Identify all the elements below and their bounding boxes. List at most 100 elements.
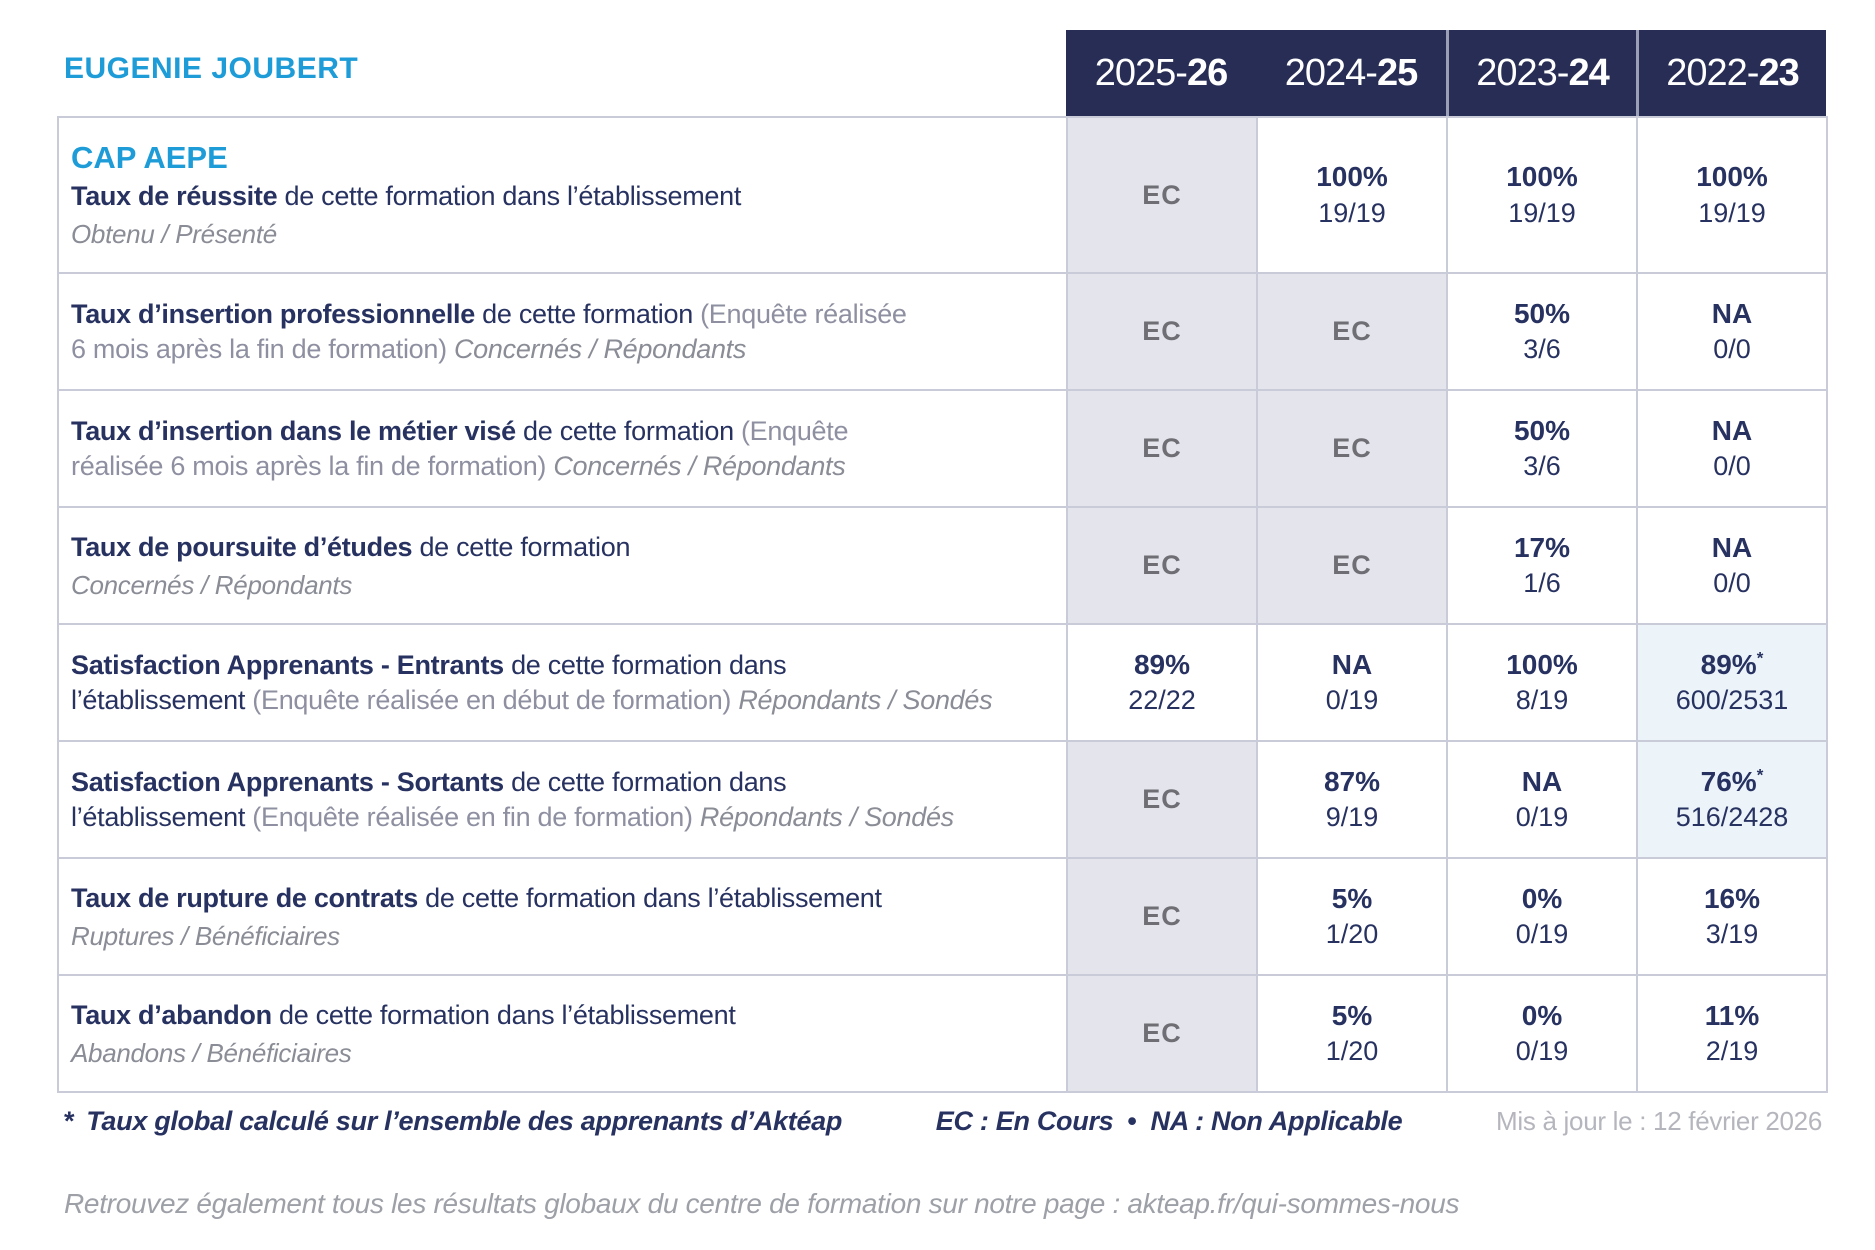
metric-label-cell: Satisfaction Apprenants - Entrants de ce… — [59, 625, 1066, 740]
metric-heading: Taux d’insertion professionnelle de cett… — [71, 297, 1048, 366]
asterisk-marker: * — [1756, 648, 1764, 668]
metric-heading-segment: Répondants / Sondés — [699, 801, 954, 832]
metric-subline: Abandons / Bénéficiaires — [71, 1037, 352, 1068]
percentage-value: 50% — [1513, 297, 1571, 329]
value-cell: 0% 0/19 — [1446, 859, 1636, 974]
value-cell: 76%* 516/2428 — [1636, 742, 1826, 857]
percentage-value: NA — [1711, 297, 1753, 329]
ec-value: EC — [1142, 433, 1182, 463]
value-cell: 5% 1/20 — [1256, 859, 1446, 974]
percentage-value: NA — [1711, 531, 1753, 563]
percentage-value: 89%* — [1700, 648, 1764, 680]
ec-value: EC — [1142, 901, 1182, 931]
fraction-value: 0/19 — [1515, 1036, 1569, 1067]
percentage-value: 100% — [1696, 161, 1768, 193]
fraction-value: 600/2531 — [1675, 685, 1789, 716]
results-table: CAP AEPE Taux de réussite de cette format… — [57, 116, 1828, 1093]
metric-heading-segment: (Enquête réalisée en fin de formation) — [252, 801, 700, 832]
metric-heading-segment: de cette formation dans l’établissement — [271, 1000, 736, 1031]
fraction-value: 0/0 — [1713, 334, 1751, 365]
legend-bullet: • — [1127, 1106, 1137, 1136]
fraction-value: 1/20 — [1325, 1036, 1379, 1067]
table-row: CAP AEPE Taux de réussite de cette format… — [59, 118, 1826, 272]
year-header-2022-23: 2022- 23 — [1636, 30, 1826, 116]
page-title: EUGENIE JOUBERT — [64, 52, 359, 85]
metric-heading-segment: Concernés / Répondants — [553, 450, 846, 481]
footnote-row: * Taux global calculé sur l’ensemble des … — [64, 1106, 1822, 1137]
value-cell: NA 0/0 — [1636, 274, 1826, 389]
metric-heading-segment: (Enquête réalisée en début de formation) — [252, 684, 739, 715]
percentage-value: 100% — [1506, 161, 1578, 193]
ec-value: EC — [1142, 316, 1182, 346]
percentage-value: 17% — [1513, 531, 1571, 563]
percentage-value: 11% — [1704, 999, 1760, 1031]
value-cell: NA 0/19 — [1256, 625, 1446, 740]
metric-label-cell: Taux de rupture de contrats de cette for… — [59, 859, 1066, 974]
year-header-2023-24: 2023- 24 — [1446, 30, 1636, 116]
table-row: Satisfaction Apprenants - Sortants de ce… — [59, 740, 1826, 857]
value-cell: 17% 1/6 — [1446, 508, 1636, 623]
value-cell: 5% 1/20 — [1256, 976, 1446, 1091]
metric-heading: Taux de réussite de cette formation dans… — [71, 179, 1048, 214]
percentage-value: 0% — [1521, 882, 1563, 914]
percentage-value: 16% — [1703, 882, 1761, 914]
fraction-value: 0/0 — [1713, 451, 1751, 482]
updated-date: Mis à jour le : 12 février 2026 — [1496, 1106, 1822, 1136]
metric-heading-segment: l’établissement — [71, 684, 253, 715]
value-cell: 0% 0/19 — [1446, 976, 1636, 1091]
ec-value: EC — [1142, 1018, 1182, 1048]
metric-heading-segment: de cette formation — [474, 298, 701, 329]
metric-heading: Satisfaction Apprenants - Entrants de ce… — [71, 648, 1048, 717]
footnote: * Taux global calculé sur l’ensemble des … — [64, 1106, 842, 1137]
ec-value: EC — [1332, 550, 1372, 580]
metric-label-cell: Taux d’abandon de cette formation dans l… — [59, 976, 1066, 1091]
year-header-2024-25: 2024- 25 — [1256, 30, 1446, 116]
value-cell: NA 0/0 — [1636, 391, 1826, 506]
metric-heading-segment: Taux de réussite — [71, 181, 278, 212]
metric-heading: Taux d’abandon de cette formation dans l… — [71, 998, 1048, 1033]
metric-subline: Concernés / Répondants — [71, 569, 353, 600]
ec-value: EC — [1332, 316, 1372, 346]
fraction-value: 19/19 — [1698, 197, 1766, 228]
ec-cell: EC — [1066, 118, 1256, 272]
ec-cell: EC — [1066, 976, 1256, 1091]
metric-heading-segment: de cette formation dans — [503, 649, 787, 680]
percentage-value: 100% — [1506, 648, 1578, 680]
metric-heading-segment: de cette formation — [412, 532, 631, 563]
table-row: Taux d’insertion professionnelle de cett… — [59, 272, 1826, 389]
metric-label-cell: Satisfaction Apprenants - Sortants de ce… — [59, 742, 1066, 857]
table-row: Satisfaction Apprenants - Entrants de ce… — [59, 623, 1826, 740]
fraction-value: 9/19 — [1325, 802, 1379, 833]
percentage-value: 50% — [1513, 414, 1571, 446]
percentage-value: 0% — [1521, 999, 1563, 1031]
percentage-value: 5% — [1331, 882, 1373, 914]
metric-heading: Taux de rupture de contrats de cette for… — [71, 881, 1048, 916]
fraction-value: 3/6 — [1523, 334, 1561, 365]
ec-value: EC — [1142, 784, 1182, 814]
legend-ec: EC : En Cours — [935, 1106, 1114, 1136]
ec-cell: EC — [1066, 859, 1256, 974]
metric-heading-segment: Taux d’abandon — [71, 1000, 272, 1031]
value-cell: 11% 2/19 — [1636, 976, 1826, 1091]
fraction-value: 19/19 — [1318, 197, 1386, 228]
ec-cell: EC — [1256, 274, 1446, 389]
ec-cell: EC — [1066, 274, 1256, 389]
value-cell: 50% 3/6 — [1446, 274, 1636, 389]
metric-heading-segment: Taux de poursuite d’études — [71, 532, 413, 563]
value-cell: 100% 19/19 — [1256, 118, 1446, 272]
ec-cell: EC — [1066, 508, 1256, 623]
metric-label-cell: CAP AEPE Taux de réussite de cette format… — [59, 118, 1066, 272]
value-cell: 89%* 600/2531 — [1636, 625, 1826, 740]
metric-heading-segment: de cette formation dans l’établissement — [417, 883, 882, 914]
metric-heading-segment: Taux de rupture de contrats — [71, 883, 418, 914]
asterisk-marker: * — [1756, 765, 1764, 785]
ec-value: EC — [1332, 433, 1372, 463]
value-cell: 16% 3/19 — [1636, 859, 1826, 974]
metric-label-cell: Taux d’insertion dans le métier visé de … — [59, 391, 1066, 506]
metric-heading-segment: Taux d’insertion professionnelle — [71, 298, 475, 329]
ec-cell: EC — [1256, 508, 1446, 623]
table-row: Taux d’insertion dans le métier visé de … — [59, 389, 1826, 506]
percentage-value: 89% — [1133, 648, 1191, 680]
fraction-value: 0/19 — [1515, 802, 1569, 833]
fraction-value: 0/19 — [1325, 685, 1379, 716]
